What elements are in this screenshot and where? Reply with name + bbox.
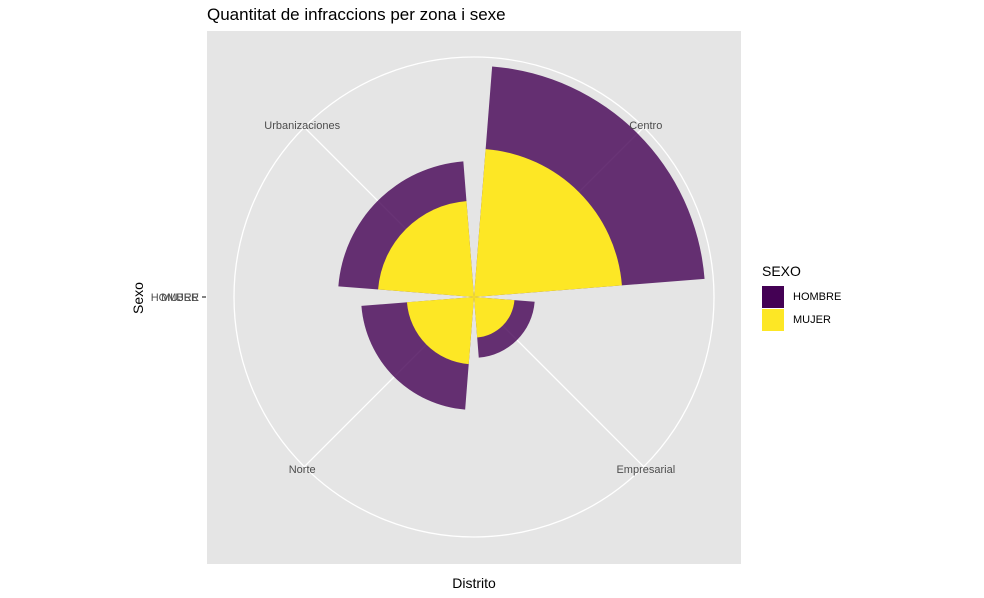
bar-mujer-empresarial xyxy=(474,297,515,338)
chart-title: Quantitat de infraccions per zona i sexe xyxy=(207,5,506,24)
legend-label-mujer: MUJER xyxy=(793,313,831,326)
category-labels: Centro Empresarial Norte Urbanizaciones xyxy=(264,120,675,476)
bar-mujer-centro xyxy=(474,149,622,297)
legend-key-hombre xyxy=(762,285,784,308)
legend: SEXO HOMBRE MUJER xyxy=(762,263,841,331)
bar-mujer-norte xyxy=(406,297,474,365)
legend-title: SEXO xyxy=(762,263,801,279)
legend-item-hombre: HOMBRE xyxy=(762,285,841,308)
legend-label-hombre: HOMBRE xyxy=(793,290,842,303)
category-label: Centro xyxy=(629,120,662,132)
y-tick-label: HOMBRE xyxy=(151,292,199,304)
category-label: Urbanizaciones xyxy=(264,120,340,132)
bar-mujer-urbanizaciones xyxy=(378,201,474,297)
legend-item-mujer: MUJER xyxy=(762,308,841,331)
category-label: Empresarial xyxy=(616,464,675,476)
y-axis-title: Sexo xyxy=(130,282,146,314)
bars-layer xyxy=(338,66,705,410)
legend-key-mujer xyxy=(762,308,784,331)
grid-circle xyxy=(233,56,715,538)
y-tick-label: MUJER xyxy=(161,292,199,304)
x-axis-title: Distrito xyxy=(452,575,496,591)
category-label: Norte xyxy=(289,464,316,476)
